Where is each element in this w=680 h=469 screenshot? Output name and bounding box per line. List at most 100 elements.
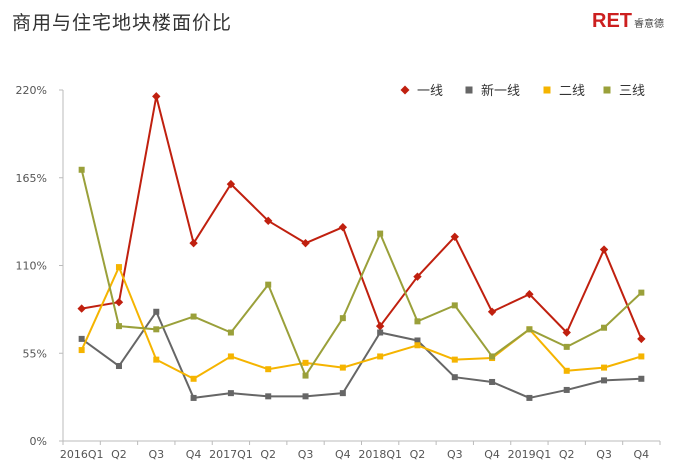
- data-point: [78, 335, 85, 342]
- data-point: [115, 363, 122, 370]
- data-point: [451, 302, 458, 309]
- data-point: [338, 223, 348, 232]
- data-point: [77, 304, 86, 313]
- data-point: [563, 343, 570, 350]
- data-point: [563, 386, 570, 393]
- data-point: [414, 318, 421, 325]
- data-point: [339, 315, 346, 322]
- data-point: [227, 390, 234, 397]
- x-tick-label: Q3: [148, 448, 164, 461]
- data-point: [637, 334, 646, 344]
- x-tick-label: Q2: [559, 448, 575, 461]
- y-tick-label: 220%: [16, 84, 47, 97]
- data-point: [489, 353, 496, 360]
- legend-marker: [465, 86, 473, 94]
- y-tick-label: 55%: [23, 347, 47, 360]
- data-point: [562, 328, 571, 337]
- data-point: [265, 393, 272, 400]
- chart-axes: 0% 55% 110% 165% 220% 2016Q1 Q2 Q3 Q4 2017Q1 Q2 Q3 Q…: [16, 84, 661, 461]
- data-point: [152, 92, 161, 101]
- data-point: [526, 394, 533, 401]
- x-tick-label: Q4: [634, 448, 650, 461]
- data-point: [190, 394, 197, 401]
- data-point: [190, 313, 197, 320]
- data-point: [301, 238, 310, 248]
- brand-sub: 睿意德: [634, 19, 664, 30]
- data-point: [153, 326, 160, 333]
- legend-label: 二线: [559, 84, 585, 99]
- data-point: [265, 366, 272, 373]
- x-tick-label: 2016Q1: [60, 448, 104, 461]
- data-point: [377, 329, 384, 336]
- brand-logo: RET 睿意德: [592, 10, 664, 33]
- data-point: [414, 337, 421, 344]
- legend-label: 三线: [619, 84, 645, 99]
- data-point: [78, 166, 85, 173]
- data-point: [638, 375, 645, 382]
- x-tick-label: 2017Q1: [209, 448, 253, 461]
- data-point: [487, 307, 497, 316]
- data-point: [302, 372, 309, 379]
- legend-label: 新一线: [481, 83, 520, 99]
- chart-legend: 一线 新一线 二线 三线: [400, 83, 645, 99]
- series-line-1: [81, 95, 643, 340]
- chart-title: 商用与住宅地块楼面价比: [12, 12, 233, 34]
- data-point: [190, 375, 197, 382]
- data-point: [563, 367, 570, 374]
- x-tick-label: Q2: [111, 448, 127, 461]
- data-point: [375, 321, 385, 331]
- data-point: [599, 245, 609, 254]
- data-point: [451, 356, 458, 363]
- data-point: [302, 393, 309, 400]
- x-tick-label: Q3: [298, 448, 314, 461]
- data-point: [601, 377, 608, 384]
- series-line-2: [81, 310, 642, 399]
- data-point: [265, 281, 272, 288]
- data-point: [78, 347, 85, 354]
- x-tick-label: Q2: [410, 448, 426, 461]
- data-point: [226, 179, 236, 189]
- data-point: [227, 329, 234, 336]
- data-point: [526, 326, 533, 333]
- series-line-3: [80, 266, 642, 380]
- data-point: [115, 264, 122, 271]
- data-point: [189, 238, 198, 248]
- y-tick-label: 165%: [16, 172, 47, 185]
- data-point: [414, 342, 421, 349]
- data-point: [339, 390, 346, 397]
- brand-main: RET: [592, 10, 632, 32]
- data-point: [489, 378, 496, 385]
- data-point: [339, 364, 346, 371]
- data-point: [115, 323, 122, 330]
- x-tick-label: Q4: [186, 448, 202, 461]
- data-point: [264, 216, 273, 226]
- legend-marker: [603, 86, 611, 94]
- data-point: [413, 272, 422, 281]
- data-point: [114, 297, 124, 307]
- data-point: [638, 353, 645, 360]
- legend-marker: [400, 85, 410, 95]
- series-line-4: [80, 169, 643, 377]
- data-point: [451, 374, 458, 381]
- data-point: [227, 353, 234, 360]
- x-tick-label: Q3: [596, 448, 612, 461]
- y-tick-label: 110%: [16, 260, 47, 273]
- data-point: [601, 324, 608, 331]
- x-tick-label: 2018Q1: [358, 448, 402, 461]
- data-point: [377, 230, 384, 237]
- x-tick-label: 2019Q1: [508, 448, 552, 461]
- legend-label: 一线: [417, 84, 443, 99]
- data-point: [153, 308, 160, 315]
- data-point: [601, 364, 608, 371]
- data-point: [450, 232, 459, 241]
- x-tick-label: Q3: [447, 448, 463, 461]
- x-tick-label: Q2: [260, 448, 276, 461]
- chart-series: [77, 92, 646, 401]
- data-point: [525, 290, 534, 299]
- data-point: [638, 289, 645, 296]
- data-point: [302, 359, 309, 366]
- legend-marker: [543, 86, 551, 94]
- data-point: [153, 356, 160, 363]
- data-point: [377, 353, 384, 360]
